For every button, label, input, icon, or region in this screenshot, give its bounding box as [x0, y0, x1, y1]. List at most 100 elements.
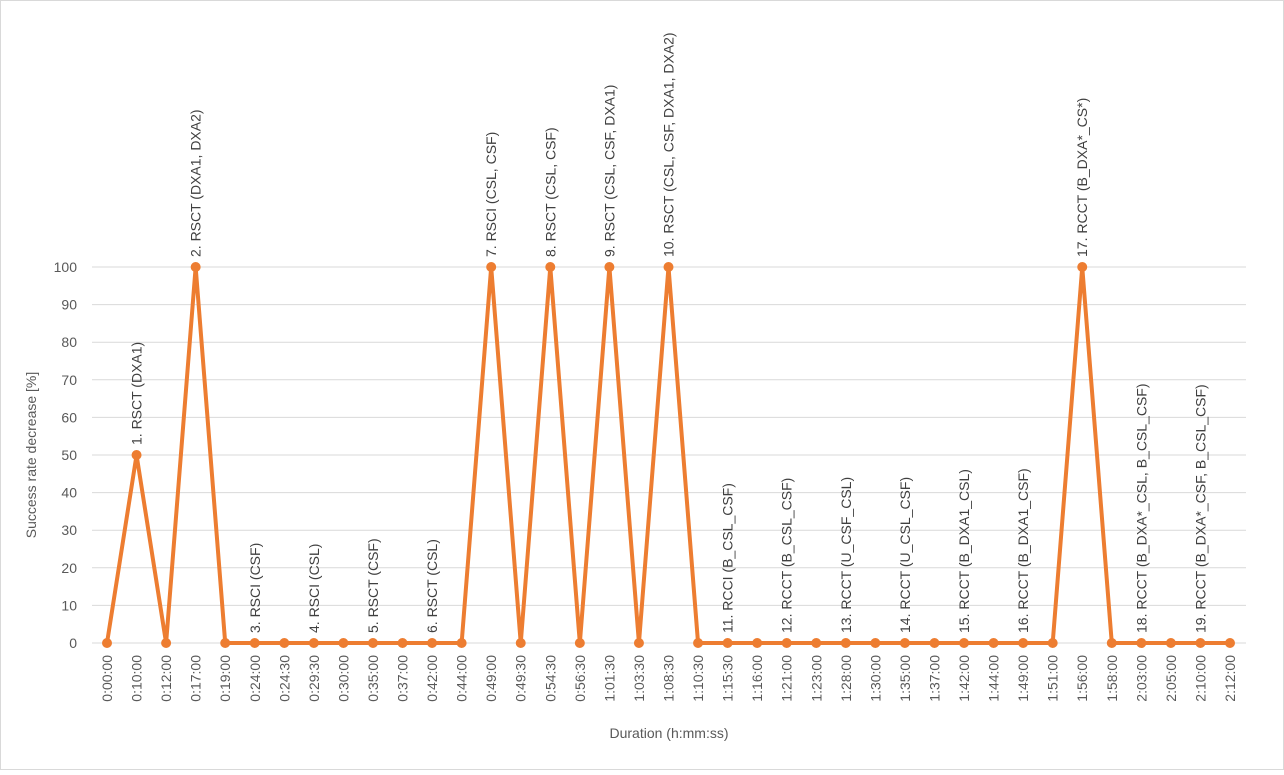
x-tick-label: 0:17:00: [188, 655, 204, 702]
x-tick-label: 2:10:00: [1192, 655, 1208, 702]
data-point: [929, 638, 940, 648]
data-point: [131, 450, 142, 460]
data-label: 18. RCCT (B_DXA*_CSL, B_CSL_CSF): [1133, 384, 1149, 634]
x-tick-label: 1:23:00: [808, 655, 824, 702]
data-label: 1. RSCT (DXA1): [129, 342, 145, 445]
data-point: [781, 638, 792, 648]
data-point: [633, 638, 644, 648]
x-tick-label: 0:49:00: [483, 655, 499, 702]
x-tick-label: 1:42:00: [956, 655, 972, 702]
data-point: [693, 638, 704, 648]
y-tick-label: 60: [61, 409, 77, 425]
x-tick-label: 0:35:00: [365, 655, 381, 702]
data-point: [427, 638, 438, 648]
y-tick-label: 10: [61, 597, 77, 613]
x-tick-label: 1:03:30: [631, 655, 647, 702]
data-point: [102, 638, 112, 648]
data-point: [959, 638, 970, 648]
x-tick-label: 0:54:30: [542, 655, 558, 702]
data-label: 16. RCCT (B_DXA1_CSF): [1015, 468, 1031, 633]
x-tick-label: 1:49:00: [1015, 655, 1031, 702]
data-point: [1136, 638, 1147, 648]
data-point: [722, 638, 733, 648]
data-label: 5. RSCT (CSF): [365, 538, 381, 633]
y-tick-label: 80: [61, 334, 77, 350]
data-point: [1047, 638, 1058, 648]
data-point: [456, 638, 467, 648]
x-tick-label: 0:44:00: [454, 655, 470, 702]
x-tick-label: 0:30:00: [335, 655, 351, 702]
x-tick-label: 1:35:00: [897, 655, 913, 702]
x-tick-label: 0:10:00: [129, 655, 145, 702]
data-point: [1225, 638, 1235, 648]
data-point: [840, 638, 851, 648]
data-label: 14. RCCT (U_CSL_CSF): [897, 477, 913, 633]
data-label: 6. RSCT (CSL): [424, 539, 440, 633]
x-tick-label: 0:42:00: [424, 655, 440, 702]
data-point: [899, 638, 910, 648]
x-tick-label: 1:56:00: [1074, 655, 1090, 702]
x-tick-label: 0:19:00: [217, 655, 233, 702]
x-tick-label: 2:03:00: [1133, 655, 1149, 702]
data-label: 17. RCCT (B_DXA*_CS*): [1074, 98, 1090, 257]
x-tick-label: 0:24:00: [247, 655, 263, 702]
data-label: 11. RCCI (B_CSL_CSF): [720, 483, 736, 633]
y-tick-label: 90: [61, 297, 77, 313]
data-point: [811, 638, 822, 648]
x-axis-title: Duration (h:mm:ss): [609, 725, 728, 741]
data-point: [161, 638, 172, 648]
x-tick-label: 0:56:30: [572, 655, 588, 702]
data-label: 10. RSCT (CSL, CSF, DXA1, DXA2): [661, 32, 677, 257]
data-label: 8. RSCT (CSL, CSF): [542, 127, 558, 257]
data-point: [870, 638, 881, 648]
data-point: [397, 638, 408, 648]
data-label: 15. RCCT (B_DXA1_CSL): [956, 469, 972, 633]
x-tick-label: 0:24:30: [276, 655, 292, 702]
data-point: [220, 638, 231, 648]
data-point: [752, 638, 763, 648]
data-point: [367, 638, 378, 648]
x-tick-label: 1:16:00: [749, 655, 765, 702]
x-tick-label: 1:28:00: [838, 655, 854, 702]
data-point: [1165, 638, 1176, 648]
x-tick-label: 1:21:00: [779, 655, 795, 702]
data-point: [249, 638, 260, 648]
x-tick-label: 2:05:00: [1163, 655, 1179, 702]
data-point: [486, 262, 497, 272]
data-point: [545, 262, 556, 272]
data-point: [308, 638, 319, 648]
x-tick-label: 1:30:00: [867, 655, 883, 702]
data-point: [1195, 638, 1206, 648]
data-label: 19. RCCT (B_DXA*_CSF, B_CSL_CSF): [1192, 384, 1208, 633]
data-point: [279, 638, 290, 648]
x-tick-label: 0:29:30: [306, 655, 322, 702]
data-label: 3. RSCI (CSF): [247, 543, 263, 633]
x-tick-label: 1:01:30: [601, 655, 617, 702]
data-label: 9. RSCT (CSL, CSF, DXA1): [601, 85, 617, 257]
x-tick-label: 1:10:30: [690, 655, 706, 702]
data-point: [1106, 638, 1117, 648]
data-label: 13. RCCT (U_CSF_CSL): [838, 477, 854, 633]
x-tick-label: 0:12:00: [158, 655, 174, 702]
x-tick-label: 1:08:30: [661, 655, 677, 702]
y-tick-label: 100: [54, 259, 78, 275]
x-tick-label: 1:58:00: [1104, 655, 1120, 702]
y-tick-label: 70: [61, 372, 77, 388]
x-tick-label: 0:49:30: [513, 655, 529, 702]
x-tick-label: 0:00:00: [99, 655, 115, 702]
data-point: [988, 638, 999, 648]
x-tick-label: 1:44:00: [986, 655, 1002, 702]
y-tick-label: 0: [69, 635, 77, 651]
data-label: 2. RSCT (DXA1, DXA2): [188, 109, 204, 257]
data-point: [190, 262, 201, 272]
x-tick-label: 1:51:00: [1045, 655, 1061, 702]
data-point: [663, 262, 674, 272]
data-label: 7. RSCI (CSL, CSF): [483, 132, 499, 257]
data-label: 12. RCCT (B_CSL_CSF): [779, 478, 795, 633]
data-point: [338, 638, 349, 648]
x-tick-label: 2:12:00: [1222, 655, 1238, 702]
y-tick-label: 50: [61, 447, 77, 463]
x-tick-label: 1:15:30: [720, 655, 736, 702]
data-point: [604, 262, 615, 272]
